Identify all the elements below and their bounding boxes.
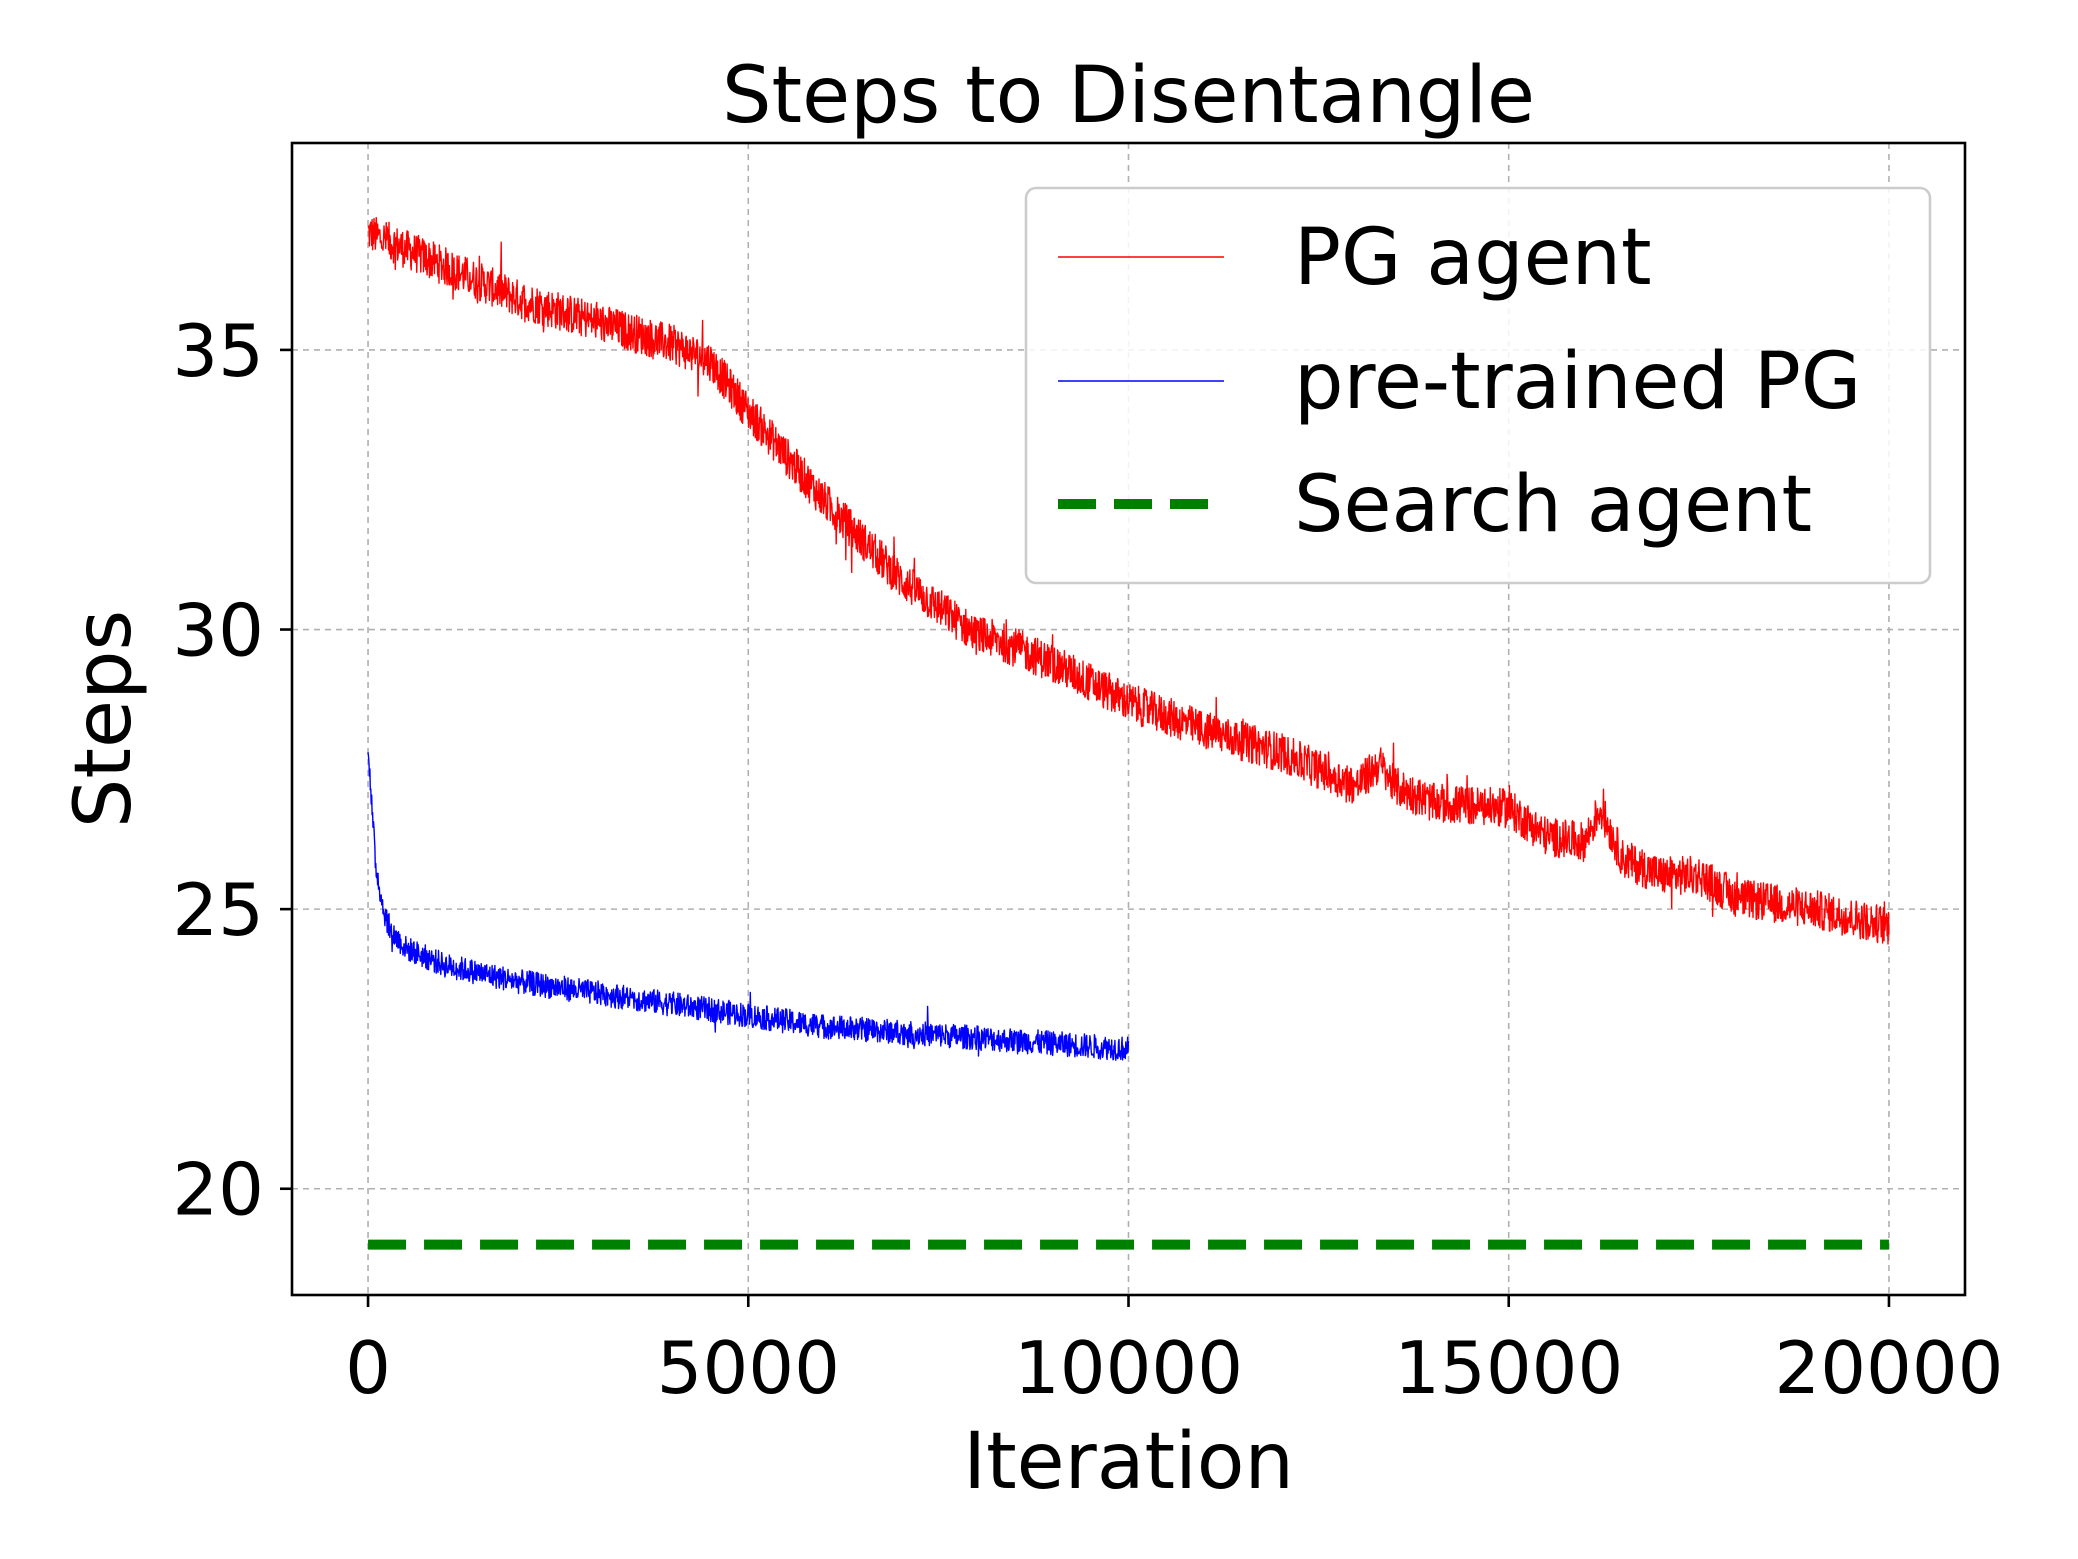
y-axis: 20 25 30 35 — [172, 309, 292, 1232]
series-line-pg-agent — [367, 216, 1890, 945]
x-tick-label: 5000 — [657, 1326, 840, 1410]
x-tick-label: 15000 — [1394, 1326, 1623, 1410]
legend: PG agent pre-trained PG Search agent — [1024, 186, 1932, 585]
x-tick-label: 10000 — [1014, 1326, 1243, 1410]
x-axis: 0 5000 10000 15000 20000 — [345, 1295, 2003, 1410]
legend-label: PG agent — [1294, 213, 1652, 303]
y-tick-label: 30 — [172, 589, 264, 673]
x-axis-label: Iteration — [963, 1417, 1294, 1507]
x-tick-label: 20000 — [1774, 1326, 2003, 1410]
plot-area — [367, 216, 1890, 1250]
y-tick-label: 20 — [172, 1148, 264, 1232]
chart-title: Steps to Disentangle — [722, 51, 1535, 141]
y-tick-label: 35 — [172, 309, 264, 393]
x-tick-label: 0 — [345, 1326, 391, 1410]
series-line-pre-trained-pg — [367, 752, 1130, 1061]
y-tick-label: 25 — [172, 868, 264, 952]
legend-box — [1024, 186, 1932, 585]
legend-label: pre-trained PG — [1294, 337, 1861, 427]
legend-label: Search agent — [1294, 460, 1812, 550]
y-axis-label: Steps — [59, 610, 149, 828]
